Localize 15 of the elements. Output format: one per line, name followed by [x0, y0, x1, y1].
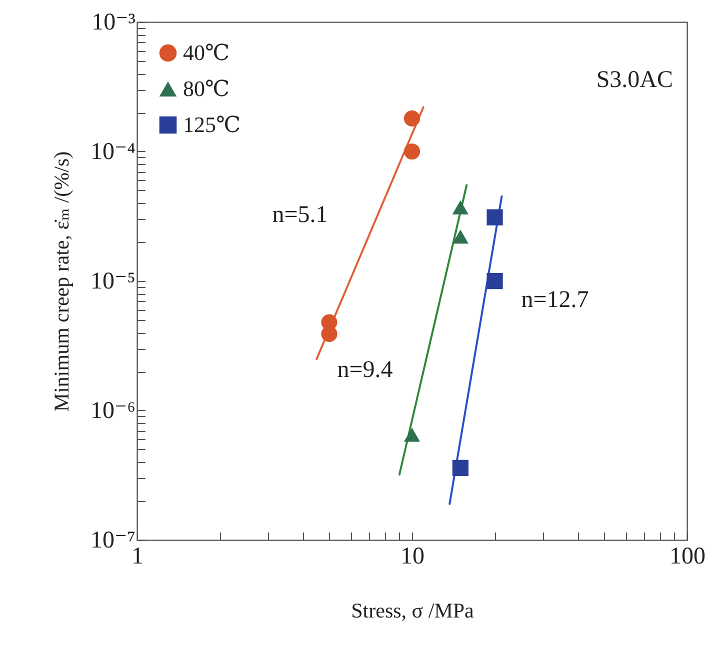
- y-tick-label: 10⁻⁵: [90, 268, 136, 294]
- y-tick-label: 10⁻⁶: [90, 398, 136, 424]
- y-axis-title: Minimum creep rate, ε̇ₘ /(%/s): [49, 151, 74, 412]
- legend-label: 80℃: [183, 76, 230, 101]
- annotation: n=9.4: [337, 357, 393, 383]
- annotation: S3.0AC: [596, 67, 673, 93]
- annotation: n=5.1: [272, 202, 328, 228]
- y-tick-label: 10⁻⁴: [90, 139, 136, 165]
- y-tick-label: 10⁻³: [92, 10, 136, 36]
- annotation: n=12.7: [521, 287, 589, 313]
- x-axis-title: Stress, σ /MPa: [351, 598, 475, 622]
- x-tick-label: 10: [400, 544, 424, 570]
- legend-label: 40℃: [183, 40, 230, 65]
- legend-label: 125℃: [183, 112, 241, 137]
- x-tick-label: 100: [670, 544, 706, 570]
